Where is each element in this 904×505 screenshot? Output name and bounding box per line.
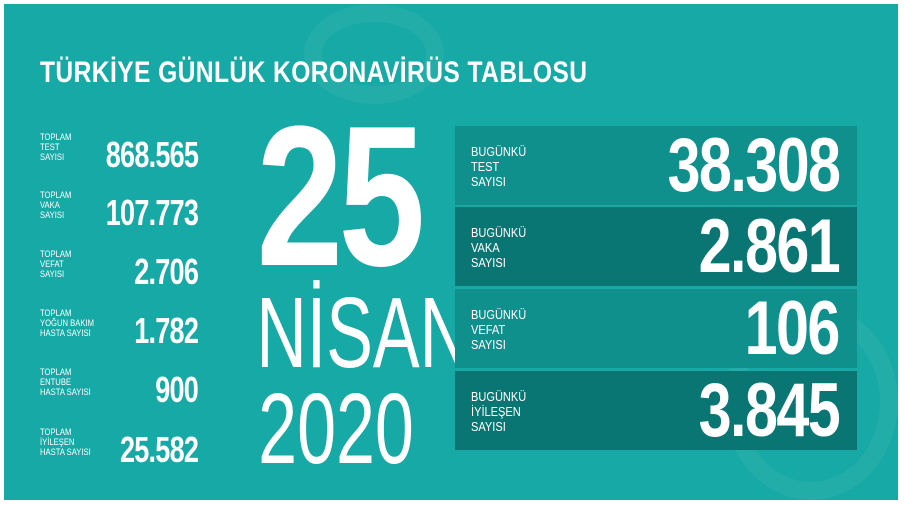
daily-value: 38.308	[667, 123, 841, 208]
total-value: 107.773	[105, 192, 199, 233]
daily-value: 3.845	[698, 368, 840, 453]
daily-label: BUGÜNKÜ VEFAT SAYISI	[471, 307, 527, 352]
daily-label: BUGÜNKÜ TEST SAYISI	[471, 144, 527, 189]
total-value: 868.565	[105, 134, 199, 175]
total-value: 25.582	[119, 429, 199, 470]
date-day: 25	[256, 85, 425, 308]
total-label: TOPLAM VEFAT SAYISI	[40, 249, 72, 279]
total-label: TOPLAM ENTUBE HASTA SAYISI	[40, 367, 91, 397]
date-year: 2020	[258, 373, 414, 485]
page-title: TÜRKİYE GÜNLÜK KORONAVİRÜS TABLOSU	[40, 56, 588, 89]
total-label: TOPLAM YOĞUN BAKIM HASTA SAYISI	[40, 308, 94, 338]
total-value: 1.782	[134, 310, 199, 351]
daily-recovered: BUGÜNKÜ İYİLEŞEN SAYISI 3.845	[455, 371, 857, 450]
daily-label: BUGÜNKÜ VAKA SAYISI	[471, 225, 527, 270]
total-tests: TOPLAM TEST SAYISI 868.565	[40, 132, 199, 182]
daily-deaths: BUGÜNKÜ VEFAT SAYISI 106	[455, 289, 857, 368]
total-label: TOPLAM İYİLEŞEN HASTA SAYISI	[40, 427, 91, 457]
total-deaths: TOPLAM VEFAT SAYISI 2.706	[40, 249, 199, 299]
daily-cases: BUGÜNKÜ VAKA SAYISI 2.861	[455, 207, 857, 286]
daily-label: BUGÜNKÜ İYİLEŞEN SAYISI	[471, 389, 527, 434]
daily-value: 106	[744, 286, 841, 371]
date-month: NİSAN	[256, 277, 471, 389]
daily-tests: BUGÜNKÜ TEST SAYISI 38.308	[455, 126, 857, 205]
total-value: 2.706	[134, 251, 199, 292]
total-label: TOPLAM TEST SAYISI	[40, 132, 72, 162]
total-value: 900	[155, 369, 199, 410]
total-cases: TOPLAM VAKA SAYISI 107.773	[40, 190, 199, 240]
total-intubated: TOPLAM ENTUBE HASTA SAYISI 900	[40, 367, 199, 417]
total-label: TOPLAM VAKA SAYISI	[40, 190, 72, 220]
total-recovered: TOPLAM İYİLEŞEN HASTA SAYISI 25.582	[40, 427, 199, 477]
infographic-card: TÜRKİYE GÜNLÜK KORONAVİRÜS TABLOSU TOPLA…	[4, 4, 898, 500]
total-icu: TOPLAM YOĞUN BAKIM HASTA SAYISI 1.782	[40, 308, 199, 358]
daily-value: 2.861	[698, 204, 840, 289]
